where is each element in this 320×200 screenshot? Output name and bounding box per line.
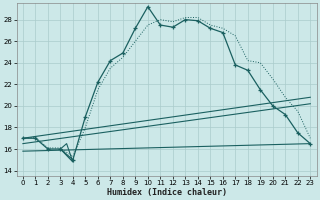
X-axis label: Humidex (Indice chaleur): Humidex (Indice chaleur) [107,188,227,197]
